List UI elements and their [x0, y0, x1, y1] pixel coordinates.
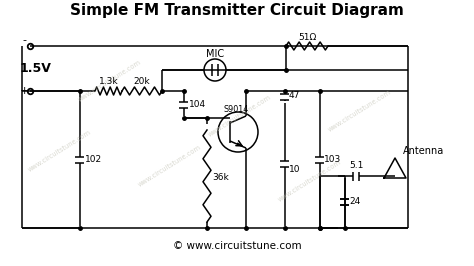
Text: 10: 10	[289, 165, 301, 174]
Text: 47: 47	[289, 91, 301, 100]
Text: www.circuitstune.com: www.circuitstune.com	[277, 159, 343, 203]
Text: www.circuitstune.com: www.circuitstune.com	[77, 59, 143, 103]
Text: 36k: 36k	[212, 173, 229, 182]
Text: © www.circuitstune.com: © www.circuitstune.com	[173, 241, 301, 251]
Text: 103: 103	[324, 155, 341, 164]
Text: Antenna: Antenna	[403, 146, 444, 156]
Text: 104: 104	[189, 100, 206, 109]
Text: Simple FM Transmitter Circuit Diagram: Simple FM Transmitter Circuit Diagram	[70, 2, 404, 18]
Text: 1.5V: 1.5V	[20, 63, 52, 76]
Text: www.circuitstune.com: www.circuitstune.com	[328, 89, 392, 133]
Text: 102: 102	[85, 155, 102, 164]
Text: www.circuitstune.com: www.circuitstune.com	[137, 144, 202, 188]
Text: 5.1: 5.1	[349, 160, 364, 169]
Text: MIC: MIC	[206, 49, 224, 59]
Text: 20k: 20k	[134, 77, 150, 86]
Text: 51Ω: 51Ω	[298, 32, 316, 41]
Text: +: +	[19, 86, 29, 96]
Text: 24: 24	[349, 197, 360, 206]
Text: -: -	[22, 35, 26, 45]
Text: www.circuitstune.com: www.circuitstune.com	[208, 94, 273, 138]
Text: S9014: S9014	[224, 106, 249, 114]
Text: 1.3k: 1.3k	[99, 77, 118, 86]
Text: www.circuitstune.com: www.circuitstune.com	[27, 129, 92, 173]
